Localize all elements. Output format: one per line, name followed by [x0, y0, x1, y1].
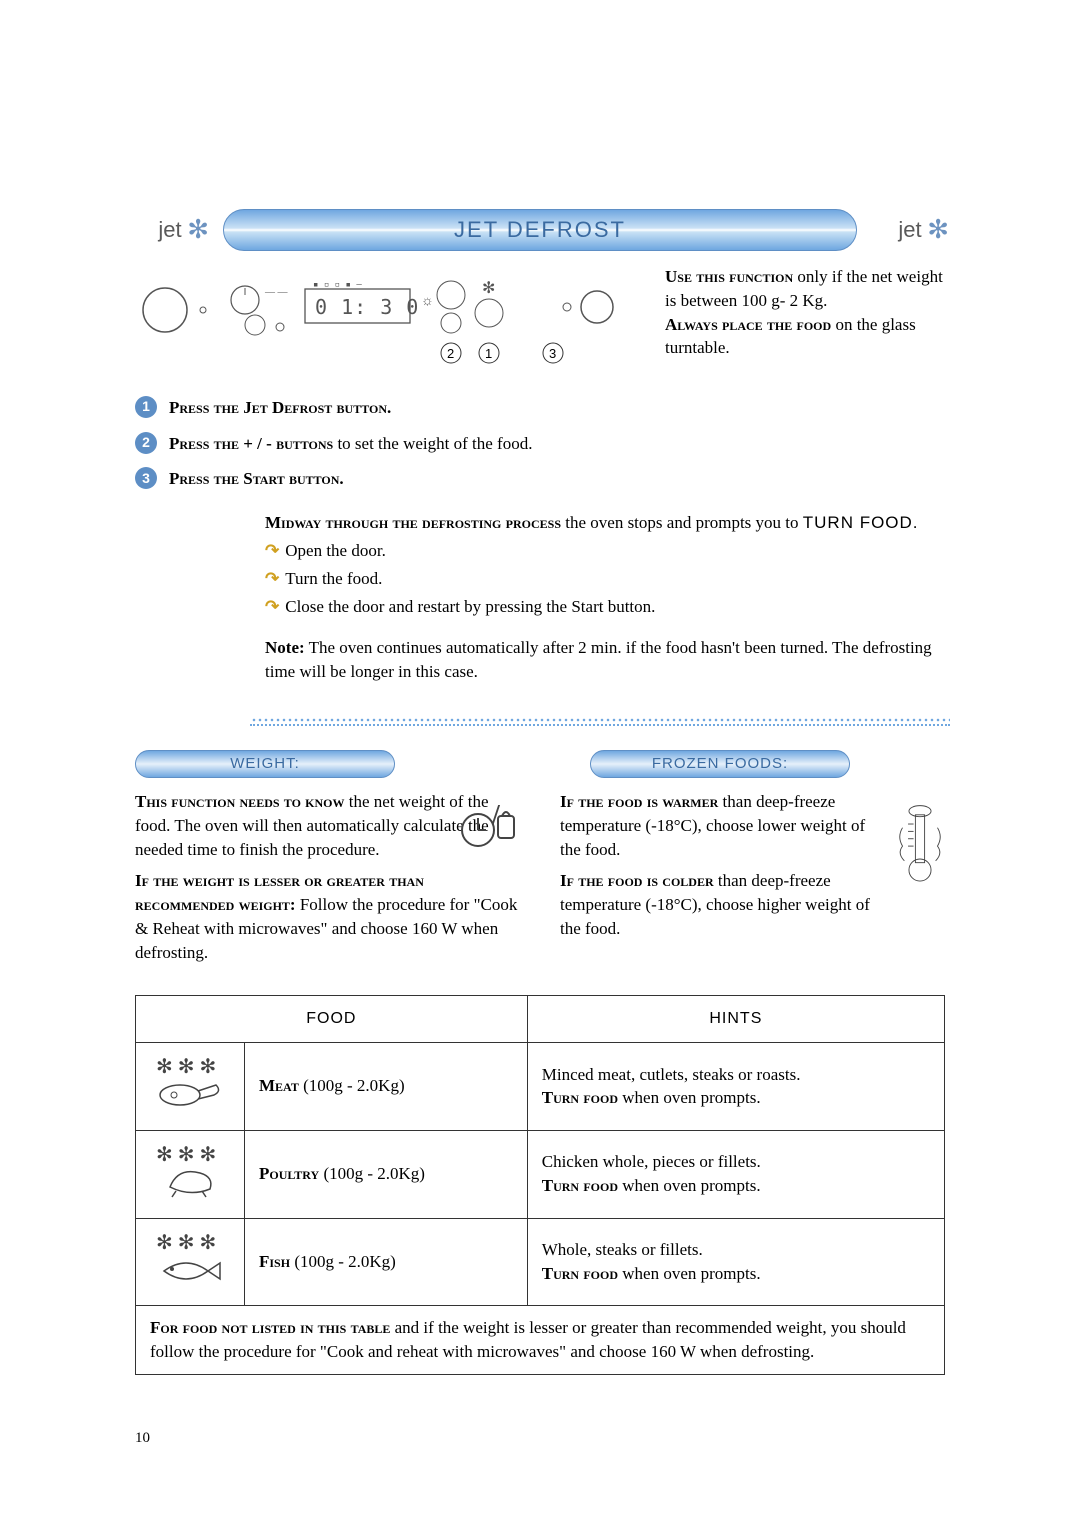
step-bold: Press the Jet Defrost button. [169, 398, 391, 417]
usage-note: Use this function only if the net weight… [665, 265, 945, 360]
frozen-column: FROZEN FOODS: If the food is warmer than… [560, 750, 945, 965]
thermometer-icon [897, 794, 943, 889]
arrow-text: Open the door. [285, 539, 386, 563]
svg-text:2: 2 [447, 346, 454, 361]
step-row: 3 Press the Start button. [135, 467, 945, 491]
step-row: 2 Press the + / - buttons to set the wei… [135, 432, 945, 456]
svg-text:✻ ✻ ✻: ✻ ✻ ✻ [156, 1144, 216, 1166]
arrow-bullet: ↷Turn the food. [265, 567, 945, 591]
food-icon-cell: ✻ ✻ ✻ [136, 1218, 245, 1306]
hint-cell: Minced meat, cutlets, steaks or roasts.T… [527, 1042, 944, 1130]
usage-bold: Use this function [665, 267, 793, 286]
table-header: FOOD [136, 995, 528, 1042]
svg-text:✻ ✻ ✻: ✻ ✻ ✻ [156, 1056, 216, 1078]
page-number: 10 [135, 1428, 150, 1449]
food-name-cell: Meat (100g - 2.0Kg) [245, 1042, 528, 1130]
process-text: the oven stops and prompts you to [561, 513, 803, 532]
header-row: jet ✻ JET DEFROST jet ✻ [135, 205, 945, 255]
hint-cell: Whole, steaks or fillets.Turn food when … [527, 1218, 944, 1306]
svg-text:☼: ☼ [421, 294, 434, 309]
food-name-cell: Fish (100g - 2.0Kg) [245, 1218, 528, 1306]
arrow-icon: ↷ [265, 539, 279, 563]
text-bold: If the food is warmer [560, 792, 718, 811]
svg-text:✻: ✻ [482, 280, 495, 297]
table-header: HINTS [527, 995, 944, 1042]
arrow-text: Close the door and restart by pressing t… [285, 595, 655, 619]
note-text: The oven continues automatically after 2… [265, 638, 932, 681]
control-panel-diagram: — — ▪ ▫ ▫ ▪ — 0 1: 3 0 ☼ ✻ 2 1 3 [135, 265, 635, 382]
page-title: JET DEFROST [223, 209, 857, 251]
step-row: 1 Press the Jet Defrost button. [135, 396, 945, 420]
meat-icon: ✻ ✻ ✻ [150, 1055, 230, 1111]
step-number: 2 [135, 432, 157, 454]
fish-icon: ✻ ✻ ✻ [150, 1231, 230, 1287]
arrow-icon: ↷ [265, 567, 279, 591]
step-number: 3 [135, 467, 157, 489]
step-bold: Press the Start button. [169, 469, 344, 488]
step-text: to set the weight of the food. [333, 434, 532, 453]
hint-cell: Chicken whole, pieces or fillets.Turn fo… [527, 1130, 944, 1218]
clock-scale-icon: / [458, 798, 518, 858]
jet-logo-text: jet [898, 215, 921, 246]
table-row: ✻ ✻ ✻ Poultry (100g - 2.0Kg) Chicken who… [136, 1130, 945, 1218]
food-name-cell: Poultry (100g - 2.0Kg) [245, 1130, 528, 1218]
food-icon-cell: ✻ ✻ ✻ [136, 1130, 245, 1218]
process-block: Midway through the defrosting process th… [265, 511, 945, 684]
arrow-icon: ↷ [265, 595, 279, 619]
arrow-text: Turn the food. [285, 567, 382, 591]
svg-text:1: 1 [485, 346, 492, 361]
table-footnote: For food not listed in this table and if… [135, 1306, 945, 1375]
svg-text:3: 3 [549, 346, 556, 361]
table-row: ✻ ✻ ✻ Meat (100g - 2.0Kg) Minced meat, c… [136, 1042, 945, 1130]
note-label: Note: [265, 638, 305, 657]
food-icon-cell: ✻ ✻ ✻ [136, 1042, 245, 1130]
jet-logo-left: jet ✻ [135, 205, 205, 255]
jet-logo-text: jet [158, 215, 181, 246]
frozen-title: FROZEN FOODS: [590, 750, 850, 778]
section-divider [250, 716, 950, 726]
arrow-bullet: ↷Close the door and restart by pressing … [265, 595, 945, 619]
food-table: FOOD HINTS ✻ ✻ ✻ Meat (100g - 2.0Kg) Min… [135, 995, 945, 1307]
text-bold: If the food is colder [560, 871, 714, 890]
usage-bold: Always place the food [665, 315, 831, 334]
weight-title: WEIGHT: [135, 750, 395, 778]
snowflake-icon: ✻ [927, 211, 949, 247]
poultry-icon: ✻ ✻ ✻ [150, 1143, 230, 1199]
table-row: ✻ ✻ ✻ Fish (100g - 2.0Kg) Whole, steaks … [136, 1218, 945, 1306]
step-bold: Press the + / - buttons [169, 434, 333, 453]
process-code: TURN FOOD. [803, 513, 919, 532]
process-bold: Midway through the defrosting process [265, 513, 561, 532]
svg-text:✻ ✻ ✻: ✻ ✻ ✻ [156, 1232, 216, 1254]
two-column-section: WEIGHT: / This function needs to know th… [135, 750, 945, 965]
table-header-row: FOOD HINTS [136, 995, 945, 1042]
text-bold: This function needs to know [135, 792, 345, 811]
step-number: 1 [135, 396, 157, 418]
steps-list: 1 Press the Jet Defrost button. 2 Press … [135, 396, 945, 491]
svg-text:— —: — — [264, 287, 289, 298]
panel-row: — — ▪ ▫ ▫ ▪ — 0 1: 3 0 ☼ ✻ 2 1 3 [135, 265, 945, 382]
svg-text:0 1: 3 0: 0 1: 3 0 [315, 295, 419, 319]
arrow-bullet: ↷Open the door. [265, 539, 945, 563]
jet-logo-right: jet ✻ [875, 205, 945, 255]
snowflake-icon: ✻ [187, 211, 209, 247]
weight-column: WEIGHT: / This function needs to know th… [135, 750, 520, 965]
svg-text:▪ ▫ ▫ ▪ —: ▪ ▫ ▫ ▪ — [313, 280, 362, 290]
